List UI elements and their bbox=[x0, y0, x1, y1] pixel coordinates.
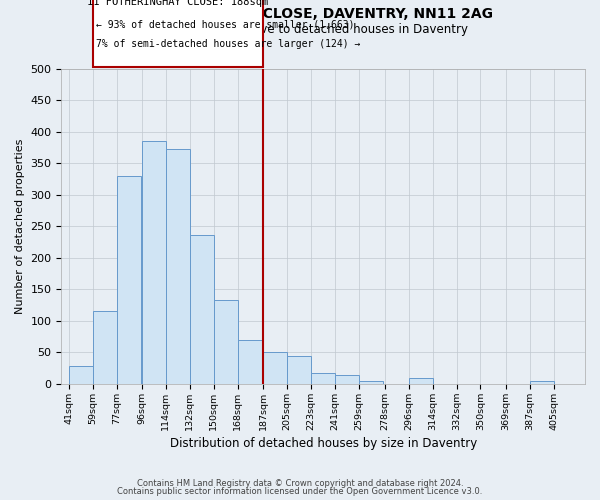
Bar bbox=[190, 234, 214, 384]
Bar bbox=[530, 381, 554, 384]
Bar bbox=[214, 300, 238, 384]
Bar bbox=[263, 352, 287, 384]
Bar bbox=[311, 372, 335, 384]
Bar bbox=[409, 378, 433, 384]
Bar bbox=[142, 142, 166, 384]
Bar bbox=[68, 366, 92, 384]
Y-axis label: Number of detached properties: Number of detached properties bbox=[15, 139, 25, 314]
X-axis label: Distribution of detached houses by size in Daventry: Distribution of detached houses by size … bbox=[170, 437, 477, 450]
Bar bbox=[287, 356, 311, 384]
Bar bbox=[116, 176, 140, 384]
Text: 7% of semi-detached houses are larger (124) →: 7% of semi-detached houses are larger (1… bbox=[95, 39, 360, 49]
Text: ← 93% of detached houses are smaller (1,663): ← 93% of detached houses are smaller (1,… bbox=[95, 19, 354, 29]
Text: Contains public sector information licensed under the Open Government Licence v3: Contains public sector information licen… bbox=[118, 487, 482, 496]
Bar bbox=[166, 149, 190, 384]
Bar bbox=[359, 381, 383, 384]
Text: 11 FOTHERINGHAY CLOSE: 188sqm: 11 FOTHERINGHAY CLOSE: 188sqm bbox=[87, 0, 269, 6]
Bar bbox=[238, 340, 262, 384]
Text: Contains HM Land Registry data © Crown copyright and database right 2024.: Contains HM Land Registry data © Crown c… bbox=[137, 478, 463, 488]
Bar bbox=[92, 311, 116, 384]
Text: 11, FOTHERINGHAY CLOSE, DAVENTRY, NN11 2AG: 11, FOTHERINGHAY CLOSE, DAVENTRY, NN11 2… bbox=[107, 8, 493, 22]
Text: Size of property relative to detached houses in Daventry: Size of property relative to detached ho… bbox=[132, 22, 468, 36]
Bar bbox=[335, 375, 359, 384]
